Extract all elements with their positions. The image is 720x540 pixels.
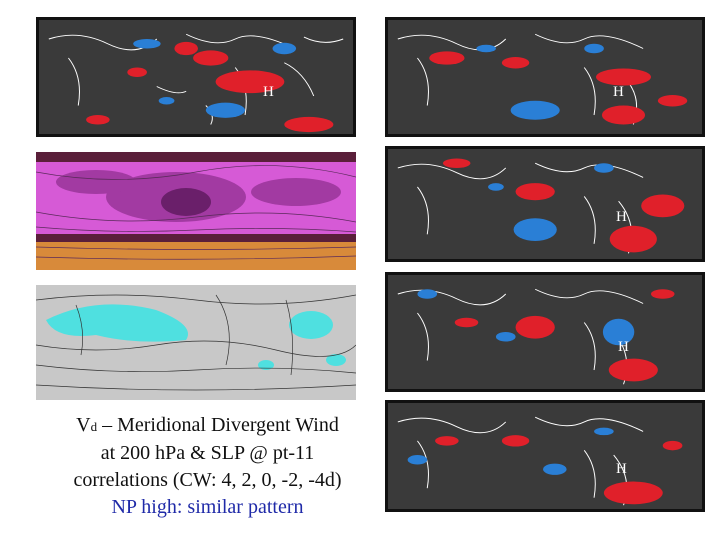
map-panel-right-2: H	[385, 146, 705, 262]
caption-title: – Meridional Divergent Wind	[97, 414, 339, 436]
caption-line-2: at 200 hPa & SLP @ pt-11	[100, 442, 315, 464]
map-panel-right-4: H	[385, 400, 705, 512]
correlation-map-dark	[388, 149, 702, 259]
figure-caption: Vd – Meridional Divergent Wind at 200 hP…	[40, 412, 375, 521]
correlation-map-dark	[388, 403, 702, 509]
high-label: H	[618, 339, 629, 355]
correlation-map-dark	[388, 20, 702, 134]
map-panel-top-left: H	[36, 17, 356, 137]
map-panel-right-3: H	[385, 272, 705, 392]
high-label: H	[616, 209, 627, 225]
caption-line-3: correlations (CW: 4, 2, 0, -2, -4d)	[73, 469, 342, 491]
caption-line-4: NP high: similar pattern	[111, 496, 304, 518]
high-label: H	[616, 461, 627, 477]
map-panel-right-1: H	[385, 17, 705, 137]
caption-subscript: d	[90, 419, 98, 434]
slp-map-magenta	[36, 152, 356, 270]
wind-contour-map	[36, 285, 356, 400]
high-label: H	[263, 84, 274, 100]
map-panel-gray	[36, 285, 356, 400]
caption-v: V	[76, 414, 91, 436]
slp-contour-map	[36, 152, 356, 270]
correlation-map-dark	[388, 275, 702, 389]
correlation-map-dark	[39, 20, 353, 134]
high-label: H	[613, 84, 624, 100]
caption-line-1: Vd – Meridional Divergent Wind	[40, 412, 375, 440]
